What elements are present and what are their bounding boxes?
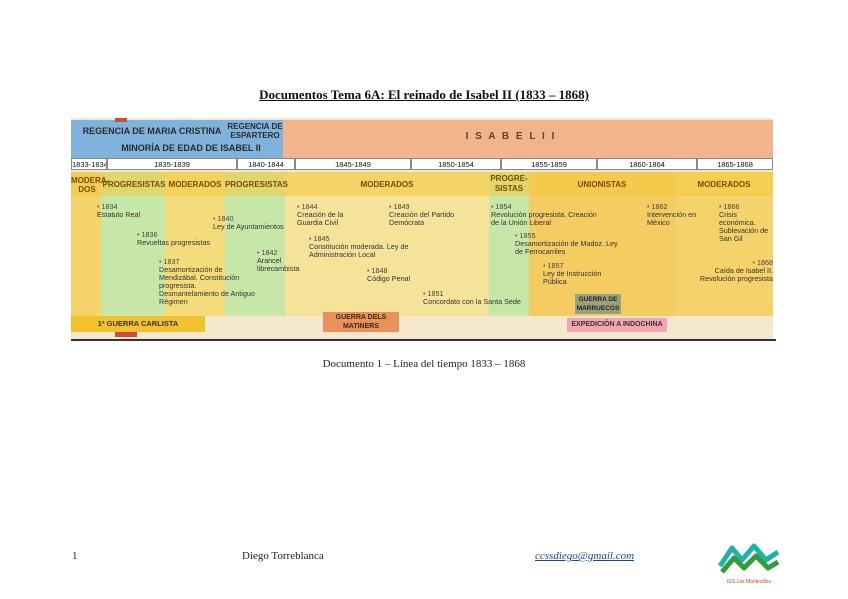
document-title: Documentos Tema 6A: El reinado de Isabel… [259, 87, 589, 102]
expedition-indochina: EXPEDICIÓN A INDOCHINA [567, 318, 667, 332]
timeline-event: • 1854 Revolución progresista. Creación d… [491, 202, 597, 227]
war-matiners: GUERRA DELS MATINERS [323, 312, 399, 332]
timeline-event: • 1848 Código Penal [367, 266, 411, 283]
period-label: MODERADOS [360, 180, 414, 189]
year-box: 1845-1849 [295, 158, 411, 170]
regency-maria-cristina: REGENCIA DE MARIA CRISTINA [82, 126, 222, 136]
timeline-event: • 1855 Desamortización de Madoz. Ley de F… [515, 231, 618, 256]
timeline-event: • 1851 Concordato con la Santa Sede [423, 289, 521, 306]
mountain-logo-icon [717, 543, 780, 574]
logo-caption: IES Los Montecillos [727, 579, 771, 585]
year-box: 1833-1834 [71, 158, 107, 170]
timeline-event: • 1844 Creación de la Guardia Civil [297, 202, 344, 227]
year-box: 1860-1864 [597, 158, 697, 170]
year-box: 1865-1868 [697, 158, 773, 170]
war-carlista: 1ª GUERRA CARLISTA [71, 316, 205, 332]
email-link[interactable]: ccssdiego@gmail.com [535, 550, 635, 562]
year-box: 1850-1854 [411, 158, 501, 170]
minoria-isabel: MINORÍA DE EDAD DE ISABEL II [121, 143, 261, 153]
timeline-event: • 1868 Caída de Isabel II. Revolución pro… [699, 258, 773, 283]
regency-espartero: REGENCIA DE ESPARTERO [227, 122, 283, 140]
period-label: PROGRESISTAS [225, 180, 288, 189]
year-box: 1855-1859 [501, 158, 597, 170]
period-label: PROGRE-SISTAS [490, 174, 528, 193]
war-marruecos: GUERRA DE MARRUECOS [575, 294, 621, 314]
timeline-event: • 1836 Revueltas progresistas [137, 230, 211, 247]
reign-isabel: I S A B E L I I [465, 131, 557, 142]
period-label: UNIONISTAS [577, 180, 627, 189]
year-box: 1835-1839 [107, 158, 237, 170]
timeline-event: • 1842 Arancel librecambista [257, 248, 300, 273]
timeline-event: • 1849 Creación del Partido Demócrata [389, 202, 455, 227]
timeline-event: • 1837 Desamortización de Mendizábal. Con… [159, 257, 255, 306]
timeline-figure: REGENCIA DE MARIA CRISTINA REGENCIA DE E… [71, 118, 773, 340]
figure-divider [71, 339, 776, 341]
period-label: PROGRESISTAS [102, 180, 166, 189]
timeline-event: • 1857 Ley de Instrucción Pública [543, 261, 602, 286]
period-label: MODERADOS [697, 180, 751, 189]
timeline-event: • 1840 Ley de Ayuntamientos [213, 214, 284, 231]
timeline-event: • 1862 Intervención en México [647, 202, 697, 227]
page-number: 1 [72, 550, 78, 562]
timeline-event: • 1834 Estatuto Real [97, 202, 141, 219]
school-logo: IES Los Montecillos [716, 540, 782, 585]
period-label: MODERA-DOS [71, 176, 110, 194]
year-box: 1840-1844 [237, 158, 295, 170]
figure-caption: Documento 1 – Línea del tiempo 1833 – 18… [322, 358, 526, 370]
author-name: Diego Torreblanca [242, 550, 324, 562]
period-label: MODERADOS [168, 180, 222, 189]
timeline-event: • 1845 Constitución moderada. Ley de Admi… [309, 234, 409, 259]
timeline-event: • 1866 Crisis económica. Sublevación de S… [719, 202, 769, 243]
